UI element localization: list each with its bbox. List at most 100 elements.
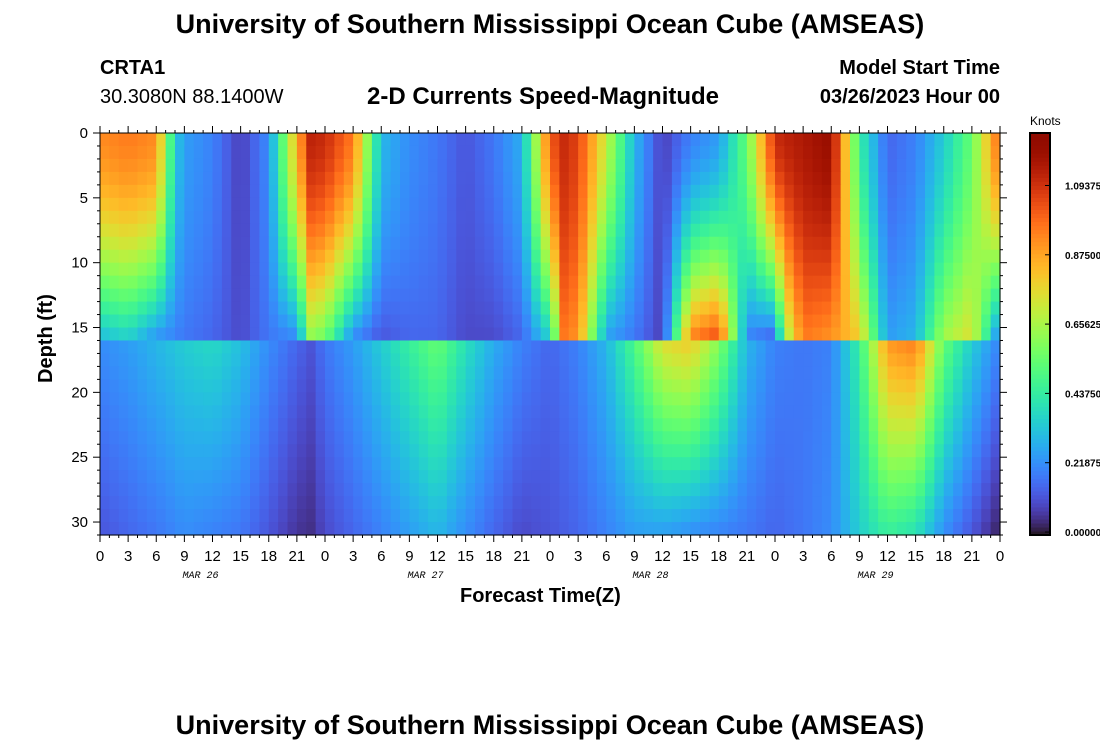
colorbar-segment <box>1030 149 1050 154</box>
heatmap-cell <box>643 392 654 406</box>
heatmap-cell <box>493 145 504 160</box>
heatmap-cell <box>287 236 298 251</box>
heatmap-cell <box>250 327 260 342</box>
heatmap-cell <box>878 133 889 147</box>
heatmap-cell <box>521 340 532 355</box>
heatmap-cell <box>240 418 251 432</box>
heatmap-cell <box>418 392 429 406</box>
heatmap-cell <box>850 431 860 445</box>
heatmap-cell <box>690 340 701 355</box>
heatmap-cell <box>878 457 889 471</box>
heatmap-cell <box>718 483 729 497</box>
heatmap-cell <box>559 275 570 290</box>
heatmap-cell <box>475 223 485 238</box>
heatmap-cell <box>625 223 635 238</box>
heatmap-cell <box>118 133 129 147</box>
heatmap-cell <box>325 379 335 393</box>
heatmap-cell <box>156 522 167 536</box>
heatmap-cell <box>934 483 945 497</box>
heatmap-cell <box>850 353 860 368</box>
heatmap-cell <box>671 262 682 277</box>
heatmap-cell <box>381 496 392 510</box>
heatmap-cell <box>390 314 401 329</box>
heatmap-cell <box>390 171 401 186</box>
heatmap-cell <box>521 133 532 147</box>
heatmap-cell <box>728 249 739 264</box>
heatmap-cell <box>718 171 729 186</box>
heatmap-cell <box>962 379 973 393</box>
heatmap-cell <box>165 262 176 277</box>
heatmap-cell <box>268 405 279 419</box>
heatmap-cell <box>709 210 720 225</box>
heatmap-cell <box>540 197 551 212</box>
heatmap-cell <box>953 223 964 238</box>
heatmap-cell <box>165 366 176 380</box>
heatmap-cell <box>821 457 832 471</box>
heatmap-cell <box>381 145 392 160</box>
heatmap-cell <box>568 327 579 342</box>
heatmap-cell <box>428 483 439 497</box>
heatmap-cell <box>643 522 654 536</box>
heatmap-cell <box>381 171 392 186</box>
heatmap-cell <box>165 197 176 212</box>
colorbar-tick-label: 0.65625 <box>1065 320 1100 331</box>
heatmap-cell <box>156 262 167 277</box>
heatmap-cell <box>334 249 345 264</box>
heatmap-cell <box>531 327 542 342</box>
heatmap-cell <box>400 223 410 238</box>
heatmap-cell <box>953 366 964 380</box>
heatmap-cell <box>643 327 654 342</box>
heatmap-cell <box>512 288 523 303</box>
heatmap-cell <box>831 483 842 497</box>
heatmap-cell <box>531 405 542 419</box>
heatmap-cell <box>653 496 664 510</box>
heatmap-cell <box>109 483 120 497</box>
heatmap-cell <box>925 327 935 342</box>
heatmap-cell <box>775 184 785 199</box>
heatmap-cell <box>278 275 289 290</box>
heatmap-cell <box>934 496 945 510</box>
heatmap-cell <box>700 145 710 160</box>
heatmap-cell <box>521 444 532 458</box>
heatmap-cell <box>512 405 523 419</box>
heatmap-cell <box>718 223 729 238</box>
heatmap-cell <box>343 444 354 458</box>
heatmap-cell <box>709 340 720 355</box>
heatmap-cell <box>278 184 289 199</box>
heatmap-cell <box>690 249 701 264</box>
heatmap-cell <box>859 275 870 290</box>
heatmap-cell <box>296 366 307 380</box>
heatmap-cell <box>662 340 673 355</box>
heatmap-cell <box>409 418 420 432</box>
heatmap-cell <box>240 470 251 484</box>
heatmap-cell <box>475 509 485 523</box>
heatmap-cell <box>325 210 335 225</box>
heatmap-cell <box>306 366 317 380</box>
heatmap-cell <box>925 145 935 160</box>
heatmap-cell <box>756 210 767 225</box>
heatmap-cell <box>390 133 401 147</box>
heatmap-cell <box>784 509 795 523</box>
heatmap-cell <box>821 236 832 251</box>
heatmap-cell <box>287 158 298 173</box>
heatmap-cell <box>662 249 673 264</box>
heatmap-cell <box>606 496 617 510</box>
heatmap-cell <box>400 340 410 355</box>
heatmap-cell <box>259 314 270 329</box>
colorbar-segment <box>1030 193 1050 198</box>
heatmap-cell <box>484 236 495 251</box>
heatmap-cell <box>671 431 682 445</box>
heatmap-cell <box>765 133 776 147</box>
heatmap-cell <box>578 236 589 251</box>
colorbar-segment <box>1030 438 1050 444</box>
heatmap-cell <box>981 171 992 186</box>
heatmap-cell <box>484 262 495 277</box>
heatmap-cell <box>259 223 270 238</box>
heatmap-cell <box>559 223 570 238</box>
heatmap-cell <box>156 223 167 238</box>
heatmap-cell <box>493 353 504 368</box>
heatmap-cell <box>737 145 748 160</box>
heatmap-cell <box>371 158 382 173</box>
heatmap-cell <box>493 275 504 290</box>
heatmap-cell <box>493 444 504 458</box>
